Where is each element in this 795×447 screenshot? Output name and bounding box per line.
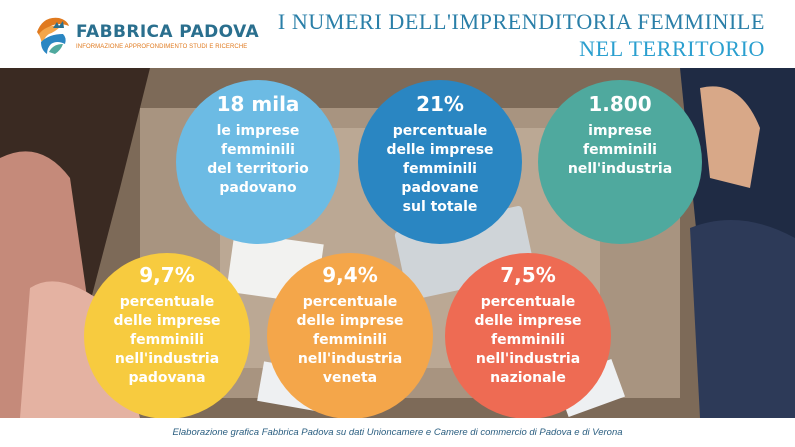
stat-line: delle imprese: [296, 313, 404, 329]
stat-line: femminili: [130, 332, 204, 348]
stat-line: padovana: [128, 370, 206, 386]
stat-circle-imprese-territorio: 18 mila le imprese femminili del territo…: [176, 80, 340, 244]
footer: Elaborazione grafica Fabbrica Padova su …: [0, 418, 795, 447]
source-credit: Elaborazione grafica Fabbrica Padova su …: [172, 427, 623, 438]
stat-line: femminili: [221, 142, 295, 158]
stat-line: delle imprese: [113, 313, 221, 329]
stat-line: femminili: [491, 332, 565, 348]
stat-line: femminili: [583, 142, 657, 158]
stat-line: imprese: [588, 123, 652, 139]
stat-line: padovane: [401, 180, 479, 196]
stat-circle-industria-nazionale: 7,5% percentuale delle imprese femminili…: [445, 253, 611, 419]
stat-value: 7,5%: [500, 263, 556, 287]
stat-line: nell'industria: [567, 161, 673, 177]
stat-line: percentuale: [119, 294, 215, 310]
stat-value: 9,4%: [322, 263, 378, 287]
stat-line: sul totale: [402, 199, 478, 215]
stat-value: 21%: [416, 92, 464, 116]
stat-line: femminili: [403, 161, 477, 177]
stat-description: percentuale delle imprese femminili nell…: [103, 293, 230, 388]
stat-description: imprese femminili nell'industria: [558, 122, 682, 179]
stat-line: veneta: [322, 370, 378, 386]
stat-line: delle imprese: [386, 142, 494, 158]
stat-line: nell'industria: [475, 351, 581, 367]
page-subtitle: NEL TERRITORIO: [579, 36, 765, 61]
stat-line: femminili: [313, 332, 387, 348]
stat-circle-percentuale-padovane: 21% percentuale delle imprese femminili …: [358, 80, 522, 244]
brand-tagline: INFORMAZIONE APPROFONDIMENTO STUDI E RIC…: [76, 44, 248, 50]
stat-line: percentuale: [392, 123, 488, 139]
stat-circle-imprese-industria: 1.800 imprese femminili nell'industria: [538, 80, 702, 244]
stat-circle-industria-veneta: 9,4% percentuale delle imprese femminili…: [267, 253, 433, 419]
stat-line: percentuale: [302, 294, 398, 310]
brand-name: FABBRICA PADOVA: [76, 22, 260, 42]
stat-line: nell'industria: [297, 351, 403, 367]
stat-line: padovano: [219, 180, 297, 196]
stat-line: delle imprese: [474, 313, 582, 329]
stat-value: 9,7%: [139, 263, 195, 287]
stat-circle-industria-padovana: 9,7% percentuale delle imprese femminili…: [84, 253, 250, 419]
stat-line: del territorio: [207, 161, 309, 177]
stat-line: nazionale: [490, 370, 566, 386]
stat-value: 1.800: [588, 92, 652, 116]
stat-value: 18 mila: [216, 92, 300, 116]
stat-line: nell'industria: [114, 351, 220, 367]
fabbrica-padova-logo-icon: [37, 17, 69, 54]
page-title: I NUMERI DELL'IMPRENDITORIA FEMMINILE: [277, 9, 765, 34]
stat-line: le imprese: [216, 123, 300, 139]
stat-description: percentuale delle imprese femminili nell…: [464, 293, 591, 388]
stat-description: percentuale delle imprese femminili pado…: [376, 122, 503, 217]
stat-description: le imprese femminili del territorio pado…: [197, 122, 319, 198]
stat-line: percentuale: [480, 294, 576, 310]
header: FABBRICA PADOVA INFORMAZIONE APPROFONDIM…: [0, 0, 795, 68]
stat-description: percentuale delle imprese femminili nell…: [286, 293, 413, 388]
